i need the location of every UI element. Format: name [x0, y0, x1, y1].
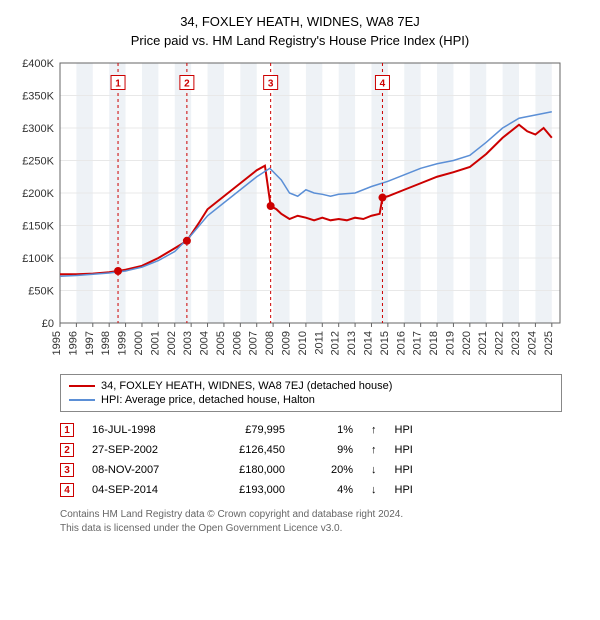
svg-text:2016: 2016: [395, 331, 407, 355]
svg-text:2009: 2009: [281, 331, 293, 355]
svg-text:£250K: £250K: [22, 156, 54, 168]
svg-text:2015: 2015: [379, 331, 391, 355]
sale-row: 4 04-SEP-2014 £193,000 4% ↓ HPI: [60, 480, 562, 500]
sale-price: £79,995: [205, 424, 285, 436]
chart-legend: 34, FOXLEY HEATH, WIDNES, WA8 7EJ (detac…: [60, 374, 562, 412]
svg-text:2000: 2000: [133, 331, 145, 355]
svg-text:2018: 2018: [428, 331, 440, 355]
svg-text:2025: 2025: [543, 331, 555, 355]
svg-text:2014: 2014: [362, 331, 374, 355]
sale-diff: 20%: [303, 464, 353, 476]
svg-text:2021: 2021: [477, 331, 489, 355]
svg-text:2013: 2013: [346, 331, 358, 355]
svg-text:4: 4: [380, 79, 386, 90]
sales-table: 1 16-JUL-1998 £79,995 1% ↑ HPI 2 27-SEP-2002 £12…: [60, 420, 562, 500]
sale-date: 27-SEP-2002: [92, 444, 187, 456]
diff-arrow-icon: ↓: [371, 464, 377, 476]
sale-diff: 9%: [303, 444, 353, 456]
sale-date: 08-NOV-2007: [92, 464, 187, 476]
diff-arrow-icon: ↑: [371, 444, 377, 456]
svg-text:£400K: £400K: [22, 58, 54, 70]
legend-swatch: [69, 385, 95, 387]
svg-text:£350K: £350K: [22, 91, 54, 103]
svg-text:2008: 2008: [264, 331, 276, 355]
svg-text:1996: 1996: [67, 331, 79, 355]
svg-text:£200K: £200K: [22, 188, 54, 200]
svg-text:1995: 1995: [51, 331, 63, 355]
svg-text:2003: 2003: [182, 331, 194, 355]
svg-text:2012: 2012: [330, 331, 342, 355]
sale-suffix: HPI: [395, 424, 413, 436]
diff-arrow-icon: ↑: [371, 424, 377, 436]
svg-text:2007: 2007: [248, 331, 260, 355]
svg-text:1997: 1997: [84, 331, 96, 355]
page-title: 34, FOXLEY HEATH, WIDNES, WA8 7EJ: [10, 14, 590, 29]
svg-text:2022: 2022: [494, 331, 506, 355]
svg-text:2024: 2024: [526, 331, 538, 355]
sale-suffix: HPI: [395, 464, 413, 476]
sale-diff: 4%: [303, 484, 353, 496]
sale-price: £126,450: [205, 444, 285, 456]
sale-diff: 1%: [303, 424, 353, 436]
page-subtitle: Price paid vs. HM Land Registry's House …: [10, 33, 590, 48]
sale-marker: 2: [60, 443, 74, 457]
svg-text:1: 1: [115, 79, 121, 90]
price-chart: £0 £50K £100K £150K £200K £250K £300K £350K £400…: [10, 58, 590, 368]
sale-marker: 1: [60, 423, 74, 437]
attribution-footer: Contains HM Land Registry data © Crown c…: [60, 508, 562, 535]
svg-text:1998: 1998: [100, 331, 112, 355]
legend-label: 34, FOXLEY HEATH, WIDNES, WA8 7EJ (detac…: [101, 380, 392, 392]
legend-swatch: [69, 399, 95, 401]
sale-marker: 4: [60, 483, 74, 497]
svg-text:£300K: £300K: [22, 123, 54, 135]
svg-text:2002: 2002: [166, 331, 178, 355]
svg-text:2004: 2004: [199, 331, 211, 355]
legend-item: HPI: Average price, detached house, Halt…: [69, 393, 553, 407]
svg-text:2006: 2006: [231, 331, 243, 355]
svg-text:2017: 2017: [412, 331, 424, 355]
svg-text:2: 2: [184, 79, 190, 90]
svg-text:3: 3: [268, 79, 274, 90]
svg-text:£100K: £100K: [22, 253, 54, 265]
svg-text:2001: 2001: [149, 331, 161, 355]
sale-price: £193,000: [205, 484, 285, 496]
sale-suffix: HPI: [395, 444, 413, 456]
svg-text:2010: 2010: [297, 331, 309, 355]
legend-label: HPI: Average price, detached house, Halt…: [101, 394, 315, 406]
sale-date: 16-JUL-1998: [92, 424, 187, 436]
sale-suffix: HPI: [395, 484, 413, 496]
svg-text:2020: 2020: [461, 331, 473, 355]
sale-price: £180,000: [205, 464, 285, 476]
svg-text:2011: 2011: [313, 331, 325, 355]
svg-text:2019: 2019: [444, 331, 456, 355]
sale-date: 04-SEP-2014: [92, 484, 187, 496]
svg-text:£150K: £150K: [22, 221, 54, 233]
footer-line-2: This data is licensed under the Open Gov…: [60, 522, 562, 536]
svg-text:£0: £0: [42, 318, 54, 330]
sale-marker: 3: [60, 463, 74, 477]
svg-text:1999: 1999: [117, 331, 129, 355]
svg-text:£50K: £50K: [28, 286, 54, 298]
footer-line-1: Contains HM Land Registry data © Crown c…: [60, 508, 562, 522]
diff-arrow-icon: ↓: [371, 484, 377, 496]
sale-row: 1 16-JUL-1998 £79,995 1% ↑ HPI: [60, 420, 562, 440]
svg-text:2005: 2005: [215, 331, 227, 355]
sale-row: 2 27-SEP-2002 £126,450 9% ↑ HPI: [60, 440, 562, 460]
sale-row: 3 08-NOV-2007 £180,000 20% ↓ HPI: [60, 460, 562, 480]
legend-item: 34, FOXLEY HEATH, WIDNES, WA8 7EJ (detac…: [69, 379, 553, 393]
svg-text:2023: 2023: [510, 331, 522, 355]
